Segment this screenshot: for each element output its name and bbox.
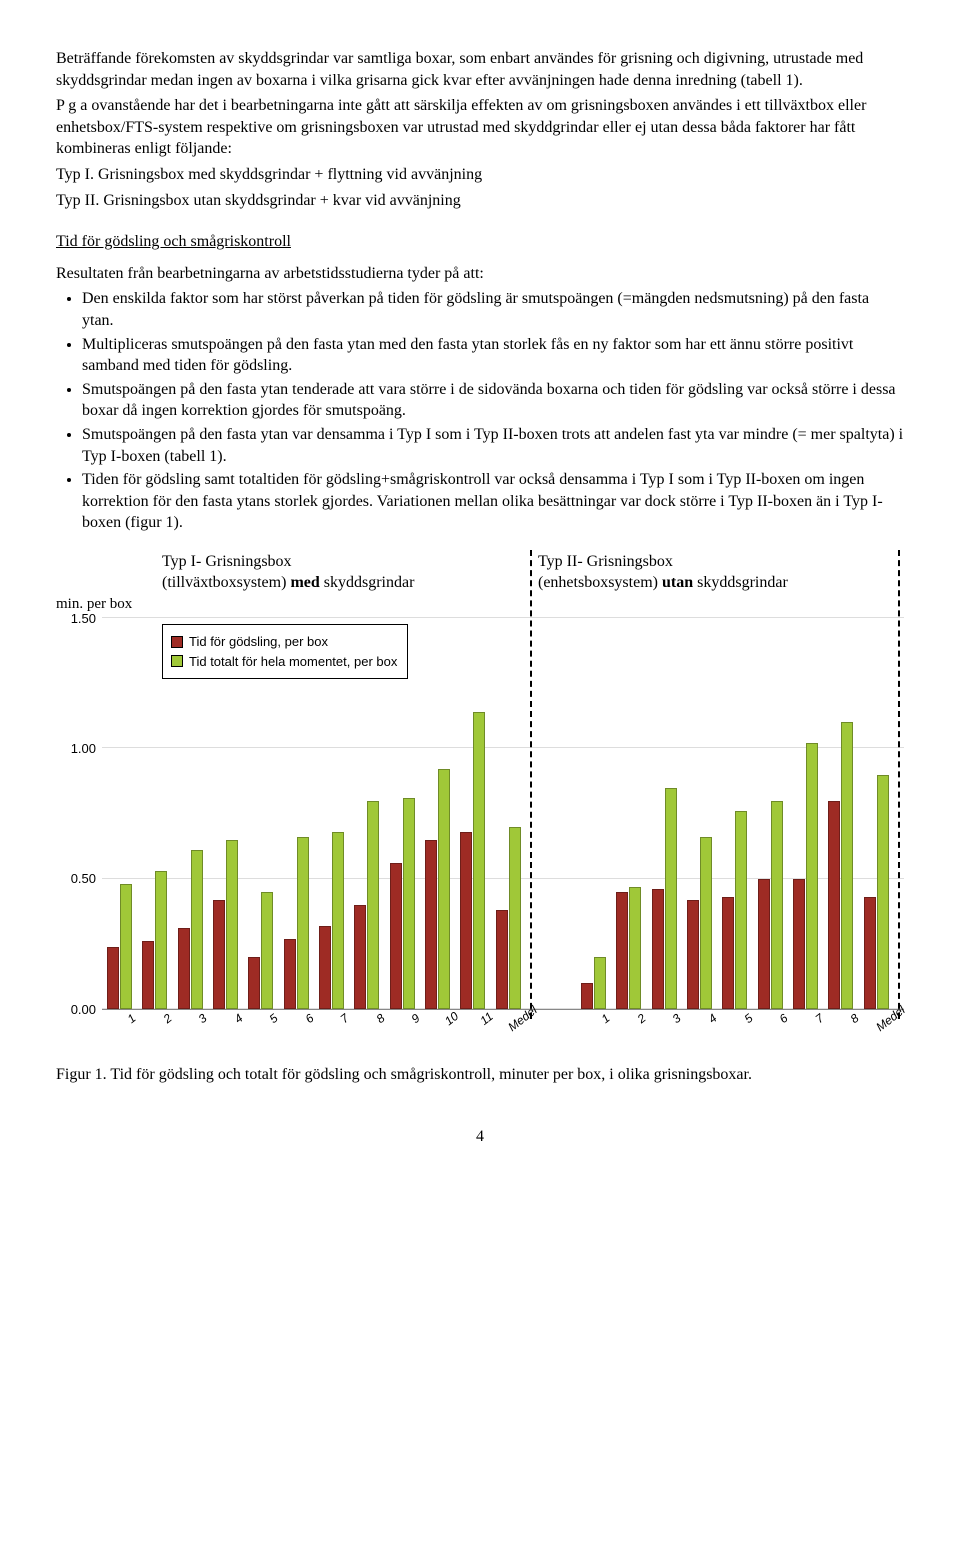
bar-series2 (297, 837, 309, 1009)
bar-series2 (629, 887, 641, 1010)
paragraph-1: Beträffande förekomsten av skyddsgrindar… (56, 48, 904, 211)
bar-group (859, 618, 894, 1009)
bar-series2 (700, 837, 712, 1009)
bar-series1 (687, 900, 699, 1009)
bar-series1 (758, 879, 770, 1009)
bar-series1 (142, 941, 154, 1009)
bar-series2 (473, 712, 485, 1009)
bar-series1 (616, 892, 628, 1009)
bar-group (647, 618, 682, 1009)
chart-title-left-line2a: (tillväxtboxsystem) (162, 574, 290, 591)
bar-series1 (354, 905, 366, 1009)
bar-series1 (652, 889, 664, 1009)
bar-series2 (438, 769, 450, 1009)
chart-title-right-line1: Typ II- Grisningsbox (538, 553, 673, 570)
bar-series1 (248, 957, 260, 1009)
bar-series1 (793, 879, 805, 1009)
panel-divider (898, 550, 900, 1019)
bar-series2 (261, 892, 273, 1009)
ytick-label: 1.50 (56, 609, 96, 627)
bar-series2 (155, 871, 167, 1009)
ytick-label: 0.50 (56, 870, 96, 888)
para1-text: Beträffande förekomsten av skyddsgrindar… (56, 48, 904, 91)
bar-series1 (284, 939, 296, 1009)
bar-series2 (594, 957, 606, 1009)
bar-group (385, 618, 420, 1009)
bullet-item: Multipliceras smutspoängen på den fasta … (82, 334, 904, 377)
bar-series1 (213, 900, 225, 1009)
bar-series2 (367, 801, 379, 1010)
lead-text: Resultaten från bearbetningarna av arbet… (56, 263, 904, 285)
bullet-item: Den enskilda faktor som har störst påver… (82, 288, 904, 331)
chart-title-left-line2b: skyddsgrindar (320, 574, 415, 591)
bar-series2 (226, 840, 238, 1009)
bar-group (823, 618, 858, 1009)
bar-group (314, 618, 349, 1009)
bar-group (717, 618, 752, 1009)
para2b-text: Typ I. Grisningsbox med skyddsgrindar + … (56, 164, 904, 186)
bullet-item: Smutspoängen på den fasta ytan tenderade… (82, 379, 904, 422)
bar-series2 (806, 743, 818, 1009)
bar-series1 (178, 928, 190, 1009)
chart-container: min. per box Typ I- Grisningsbox (tillvä… (56, 552, 904, 1038)
bar-group (173, 618, 208, 1009)
bar-series1 (107, 947, 119, 1010)
bar-series2 (191, 850, 203, 1009)
para2a-text: P g a ovanstående har det i bearbetninga… (56, 95, 904, 160)
bullet-list: Den enskilda faktor som har störst påver… (56, 288, 904, 534)
bar-series1 (460, 832, 472, 1009)
chart-title-right-line2a: (enhetsboxsystem) (538, 574, 662, 591)
bar-group (788, 618, 823, 1009)
bar-series1 (425, 840, 437, 1009)
ytick-label: 0.00 (56, 1000, 96, 1018)
bar-series1 (496, 910, 508, 1009)
bar-group (455, 618, 490, 1009)
ytick-label: 1.00 (56, 740, 96, 758)
bar-group (243, 618, 278, 1009)
bar-series2 (120, 884, 132, 1009)
bar-group (102, 618, 137, 1009)
para2c-text: Typ II. Grisningsbox utan skyddsgrindar … (56, 190, 904, 212)
bar-group (137, 618, 172, 1009)
bar-series2 (877, 775, 889, 1010)
chart-title-right-line2b: skyddsgrindar (693, 574, 788, 591)
bar-group (279, 618, 314, 1009)
bar-group (611, 618, 646, 1009)
bar-group (208, 618, 243, 1009)
bar-group (753, 618, 788, 1009)
bar-group (349, 618, 384, 1009)
panel-divider (530, 550, 532, 1019)
bar-series2 (332, 832, 344, 1009)
bar-series2 (841, 722, 853, 1009)
bar-series2 (403, 798, 415, 1009)
bar-series1 (828, 801, 840, 1010)
bullet-item: Smutspoängen på den fasta ytan var densa… (82, 424, 904, 467)
bar-group (491, 618, 526, 1009)
figure-caption: Figur 1. Tid för gödsling och totalt för… (56, 1064, 904, 1086)
bar-series1 (581, 983, 593, 1009)
bar-series1 (864, 897, 876, 1009)
chart-title-left-bold: med (290, 574, 319, 591)
page-number: 4 (56, 1126, 904, 1148)
section-heading-1: Tid för gödsling och smågriskontroll (56, 231, 904, 253)
bar-series1 (722, 897, 734, 1009)
chart-plot: Tid för gödsling, per box Tid totalt för… (102, 618, 904, 1038)
bullet-item: Tiden för gödsling samt totaltiden för g… (82, 469, 904, 534)
bar-group (576, 618, 611, 1009)
bar-series1 (319, 926, 331, 1009)
bar-group (682, 618, 717, 1009)
bar-group (420, 618, 455, 1009)
bar-series2 (771, 801, 783, 1010)
chart-title-right-bold: utan (662, 574, 693, 591)
bar-series2 (665, 788, 677, 1010)
chart-title-left-line1: Typ I- Grisningsbox (162, 553, 292, 570)
bar-series2 (735, 811, 747, 1009)
chart-title-left: Typ I- Grisningsbox (tillväxtboxsystem) … (152, 552, 528, 614)
bar-series1 (390, 863, 402, 1009)
chart-title-right: Typ II- Grisningsbox (enhetsboxsystem) u… (528, 552, 904, 614)
bar-series2 (509, 827, 521, 1009)
